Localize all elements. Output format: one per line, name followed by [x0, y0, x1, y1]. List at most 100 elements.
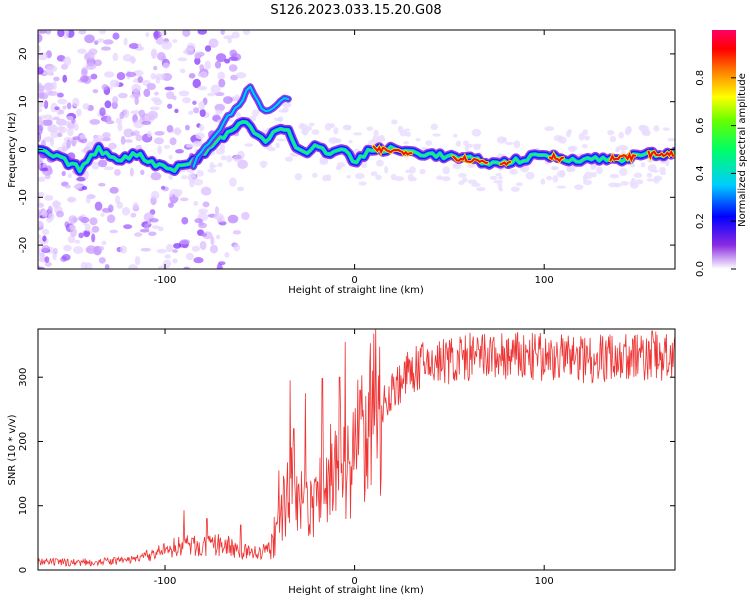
noise-blob: [73, 246, 84, 254]
noise-blob: [130, 55, 136, 65]
noise-blob: [278, 109, 288, 113]
noise-blob: [235, 112, 242, 119]
noise-blob: [62, 105, 67, 110]
noise-blob: [624, 129, 631, 136]
noise-blob: [634, 179, 644, 185]
noise-blob: [210, 236, 215, 246]
spectrogram-y-label: Frequency (Hz): [7, 112, 18, 188]
noise-blob: [41, 119, 53, 126]
noise-blob: [214, 206, 220, 216]
noise-blob: [38, 33, 43, 43]
noise-blob: [167, 202, 174, 208]
noise-blob: [171, 128, 182, 134]
noise-blob: [38, 245, 41, 253]
noise-blob: [544, 126, 555, 132]
noise-blob: [82, 103, 90, 110]
ridge-layer: [192, 85, 290, 168]
noise-blob: [91, 161, 100, 170]
colorbar-tick-label: 0.4: [695, 165, 706, 181]
noise-blob: [79, 75, 89, 83]
noise-blob: [132, 130, 140, 136]
noise-blob: [436, 175, 444, 181]
noise-blob: [336, 162, 346, 168]
noise-blob: [182, 30, 191, 37]
snr-series-line: [38, 329, 675, 567]
noise-blob: [191, 245, 201, 252]
noise-blob: [130, 110, 142, 115]
noise-blob: [174, 108, 179, 114]
noise-blob: [194, 218, 203, 224]
noise-blob: [93, 59, 102, 67]
noise-blob: [346, 175, 351, 179]
noise-blob: [391, 119, 398, 125]
noise-blob: [190, 174, 196, 179]
noise-blob: [324, 123, 332, 131]
noise-blob: [140, 247, 151, 252]
noise-blob: [120, 135, 126, 145]
noise-blob: [216, 234, 221, 240]
noise-blob: [198, 208, 209, 214]
noise-blob: [192, 100, 197, 105]
noise-blob: [98, 246, 105, 251]
noise-blob: [51, 81, 57, 91]
noise-blob: [38, 176, 46, 182]
colorbar-tick-label: 0.6: [695, 118, 706, 134]
noise-blob: [232, 230, 242, 235]
noise-blob: [425, 140, 433, 146]
noise-blob: [159, 30, 168, 37]
noise-blob: [375, 174, 382, 181]
noise-blob: [94, 40, 99, 45]
noise-blob: [199, 240, 207, 251]
noise-blob: [378, 134, 385, 140]
noise-blob: [471, 182, 481, 187]
noise-blob: [192, 140, 203, 147]
noise-blob: [509, 168, 518, 175]
noise-blob: [150, 72, 156, 80]
noise-blob: [179, 68, 186, 74]
noise-blob: [224, 58, 231, 64]
noise-blob: [61, 170, 66, 177]
noise-blob: [77, 216, 85, 221]
noise-blob: [217, 162, 223, 168]
noise-blob: [202, 201, 210, 208]
noise-blob: [129, 167, 134, 177]
noise-blob: [101, 137, 111, 142]
spectrogram-x-ticks: -100 0 100: [154, 30, 554, 286]
noise-blob: [62, 74, 68, 83]
noise-blob: [147, 130, 152, 138]
noise-blob: [167, 103, 173, 109]
noise-blob: [223, 35, 234, 40]
noise-blob: [452, 133, 458, 138]
noise-blob: [165, 91, 175, 100]
noise-blob: [241, 211, 250, 221]
noise-blob: [559, 169, 566, 178]
x-tick-label: -100: [154, 576, 177, 587]
noise-blob: [101, 240, 107, 246]
noise-blob: [177, 57, 188, 62]
snr-y-ticks: 0 100 200 300: [18, 368, 675, 573]
noise-blob: [458, 173, 467, 178]
noise-blob: [47, 205, 53, 214]
noise-blob: [227, 38, 232, 44]
noise-blob: [501, 137, 507, 143]
noise-blob: [578, 132, 585, 141]
noise-blob: [41, 229, 50, 235]
noise-blob: [199, 71, 208, 78]
noise-blob: [441, 176, 451, 182]
noise-blob: [38, 133, 42, 138]
noise-blob: [58, 126, 68, 134]
x-tick-label: 0: [351, 275, 357, 286]
noise-blob: [76, 108, 82, 117]
noise-blob: [144, 113, 155, 123]
y-tick-label: -20: [18, 237, 29, 253]
x-tick-label: 100: [535, 275, 554, 286]
noise-blob: [73, 184, 82, 189]
colorbar-gradient: [712, 30, 736, 269]
noise-blob: [193, 107, 200, 114]
noise-blob: [141, 120, 152, 126]
noise-blob: [83, 170, 89, 180]
noise-blob: [101, 84, 109, 91]
noise-blob: [466, 143, 474, 148]
noise-blob: [228, 56, 239, 61]
noise-blob: [513, 140, 521, 149]
